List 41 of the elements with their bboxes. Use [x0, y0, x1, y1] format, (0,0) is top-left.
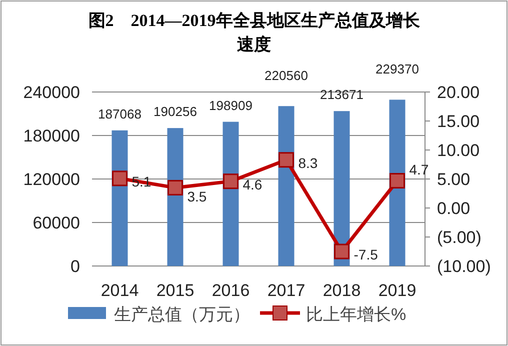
bar [389, 100, 406, 266]
y2-tick-label: 5.00 [437, 170, 470, 189]
point [278, 152, 294, 168]
y-tick-label: 180000 [23, 126, 80, 146]
data-label: -7.5 [354, 246, 378, 262]
point [390, 172, 405, 188]
data-label: 187068 [98, 106, 142, 122]
point [168, 180, 183, 196]
y2-tick-label: 20.00 [437, 83, 480, 102]
legend-label: 比上年增长% [306, 305, 406, 324]
data-label: 3.5 [187, 188, 207, 205]
y-tick-label: 120000 [23, 170, 80, 189]
point [223, 174, 238, 190]
y-tick-label: 60000 [32, 214, 80, 232]
data-label: 8.3 [298, 154, 318, 171]
bar [112, 130, 128, 266]
y2-tick-label: 10.00 [437, 141, 480, 160]
data-label: 198909 [209, 98, 252, 113]
data-label: 190256 [154, 104, 197, 120]
y2-tick-label: 0.00 [437, 199, 470, 218]
x-tick-label: 2015 [156, 281, 194, 300]
y2-tick-label: (10.00) [437, 257, 491, 276]
point [334, 244, 350, 260]
y-tick-label: 240000 [23, 83, 80, 102]
point [112, 170, 128, 186]
data-label: 4.6 [242, 176, 262, 192]
data-label: 229370 [376, 62, 419, 77]
x-tick-label: 2016 [212, 281, 250, 300]
data-label: 213671 [320, 87, 364, 102]
x-tick-label: 2017 [267, 281, 306, 300]
x-tick-label: 2014 [100, 281, 139, 300]
title: 图2 2014—2019年全县地区生产总值及增长速度 [88, 11, 420, 54]
data-label: 5.1 [132, 173, 152, 190]
data-label: 220560 [264, 68, 308, 84]
x-tick-label: 2018 [322, 281, 361, 300]
y2-tick-label: 15.00 [437, 112, 480, 131]
x-tick-label: 2019 [378, 281, 416, 300]
y2-tick-label: (5.00) [437, 228, 482, 247]
y-tick-label: 0 [70, 257, 80, 276]
legend-label: 生产总值（万元） [114, 305, 250, 324]
data-label: 4.7 [409, 162, 429, 178]
